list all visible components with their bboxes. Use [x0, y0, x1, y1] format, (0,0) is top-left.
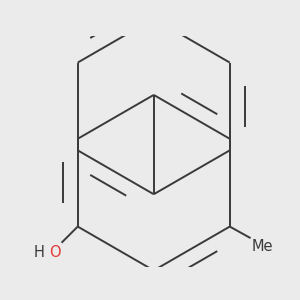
Text: H: H: [34, 244, 45, 260]
Text: O: O: [49, 244, 60, 260]
Text: Me: Me: [252, 239, 273, 254]
